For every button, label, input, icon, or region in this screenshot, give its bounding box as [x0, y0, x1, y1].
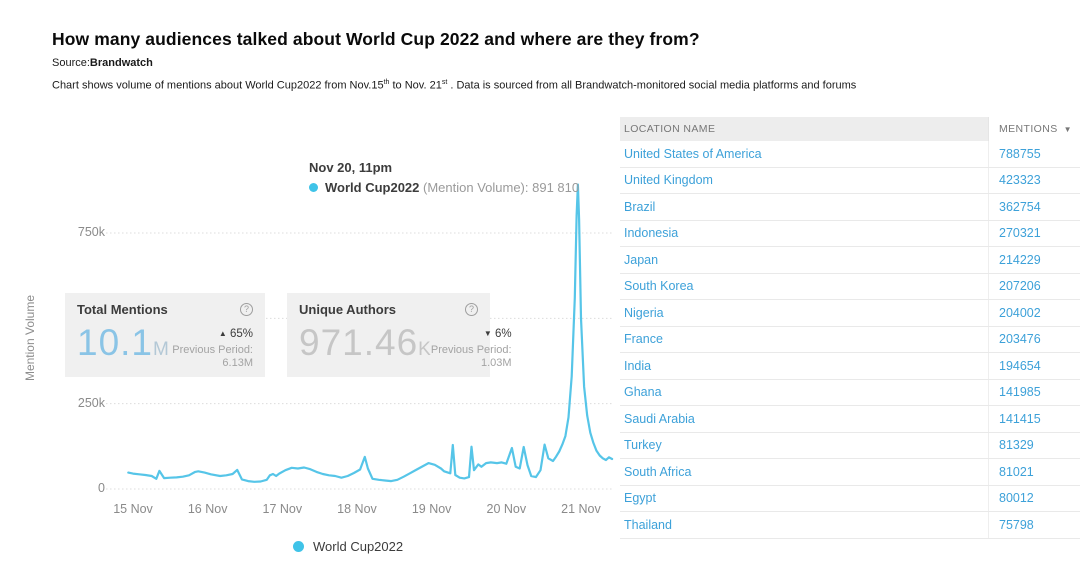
- location-link[interactable]: United Kingdom: [624, 173, 713, 188]
- chart-tooltip: Nov 20, 11pm World Cup2022 (Mention Volu…: [309, 160, 579, 195]
- legend-label: World Cup2022: [313, 539, 404, 554]
- y-axis-tick: 0: [98, 481, 105, 495]
- location-link[interactable]: Nigeria: [624, 305, 664, 320]
- table-row: United Kingdom 423323: [620, 167, 1080, 194]
- y-axis-tick: 250k: [77, 395, 105, 410]
- location-link[interactable]: Brazil: [624, 199, 656, 214]
- sort-desc-icon: ▼: [1063, 124, 1072, 134]
- y-axis-tick: 750k: [77, 225, 105, 239]
- previous-period: Previous Period: 1.03M: [430, 344, 512, 369]
- tooltip-date: Nov 20, 11pm: [309, 160, 393, 175]
- page-title: How many audiences talked about World Cu…: [52, 29, 700, 49]
- value-unit: K: [418, 339, 431, 360]
- trend-indicator: ▲ 65%: [218, 328, 253, 340]
- location-link[interactable]: Saudi Arabia: [624, 411, 695, 426]
- unique-authors-card: Unique Authors ? 971.46K ▼ 6% Previous P…: [287, 293, 512, 377]
- x-axis-tick: 19 Nov: [411, 502, 452, 516]
- mentions-value-link[interactable]: 81329: [988, 432, 1080, 458]
- source-value: Brandwatch: [89, 57, 153, 69]
- card-title: Total Mentions: [77, 302, 168, 317]
- column-header-location-name: LOCATION NAME: [620, 117, 988, 141]
- trend-down-icon: ▼: [483, 329, 492, 338]
- table-row: France 203476: [620, 326, 1080, 353]
- table-row: Turkey 81329: [620, 432, 1080, 459]
- location-link[interactable]: Thailand: [624, 517, 672, 532]
- table-row: Egypt 80012: [620, 485, 1080, 512]
- value-unit: M: [153, 339, 169, 360]
- total-mentions-card: Total Mentions ? 10.1M ▲ 65% Previous Pe…: [65, 293, 265, 377]
- mentions-value-link[interactable]: 80012: [988, 485, 1080, 511]
- table-row: South Korea 207206: [620, 273, 1080, 300]
- table-row: Thailand 75798: [620, 512, 1080, 539]
- x-axis-tick: 15 Nov: [113, 502, 153, 516]
- table-row: Saudi Arabia 141415: [620, 406, 1080, 433]
- total-mentions-value: 10.1M: [77, 322, 169, 363]
- location-link[interactable]: United States of America: [624, 146, 762, 161]
- series-dot-icon: [309, 183, 318, 192]
- table-row: South Africa 81021: [620, 459, 1080, 486]
- x-axis-tick: 21 Nov: [561, 502, 601, 516]
- location-link[interactable]: Indonesia: [624, 226, 679, 241]
- mentions-value-link[interactable]: 207206: [988, 273, 1080, 299]
- mentions-value-link[interactable]: 81021: [988, 459, 1080, 485]
- mentions-value-link[interactable]: 141415: [988, 406, 1080, 432]
- tooltip-metric-label: (Mention Volume):: [419, 180, 533, 195]
- table-row: India 194654: [620, 353, 1080, 380]
- trend-up-icon: ▲: [218, 329, 227, 338]
- card-title: Unique Authors: [299, 302, 397, 317]
- location-link[interactable]: Japan: [624, 252, 659, 267]
- mention-volume-line[interactable]: [127, 183, 614, 483]
- x-axis-tick: 17 Nov: [262, 502, 303, 516]
- tooltip-series-name: World Cup2022: [325, 180, 420, 195]
- location-link[interactable]: South Africa: [624, 464, 692, 479]
- mentions-value-link[interactable]: 203476: [988, 326, 1080, 352]
- legend-item-worldcup2022[interactable]: World Cup2022: [293, 539, 403, 554]
- x-axis-tick: 18 Nov: [337, 502, 377, 516]
- locations-table: LOCATION NAME MENTIONS ▼ United States of…: [620, 117, 1080, 539]
- table-body: United States of America 788755 United K…: [620, 141, 1080, 539]
- x-axis-tick: 20 Nov: [486, 502, 527, 516]
- mentions-value-link[interactable]: 75798: [988, 512, 1080, 538]
- table-row: Indonesia 270321: [620, 220, 1080, 247]
- trend-indicator: ▼ 6%: [483, 328, 512, 340]
- location-link[interactable]: Egypt: [624, 491, 656, 506]
- help-icon[interactable]: ?: [465, 303, 478, 316]
- mentions-value-link[interactable]: 204002: [988, 300, 1080, 326]
- location-link[interactable]: Turkey: [624, 438, 662, 453]
- x-axis-tick: 16 Nov: [187, 502, 228, 516]
- previous-period: Previous Period: 6.13M: [172, 344, 253, 369]
- unique-authors-value: 971.46K: [299, 322, 431, 363]
- mentions-value-link[interactable]: 423323: [988, 167, 1080, 193]
- mentions-value-link[interactable]: 270321: [988, 220, 1080, 246]
- mentions-value-link[interactable]: 362754: [988, 194, 1080, 220]
- column-header-mentions[interactable]: MENTIONS ▼: [988, 117, 1080, 141]
- location-link[interactable]: Ghana: [624, 385, 662, 400]
- chart-description: Chart shows volume of mentions about Wor…: [52, 79, 857, 92]
- legend-dot-icon: [293, 541, 304, 552]
- location-link[interactable]: India: [624, 358, 652, 373]
- table-row: Japan 214229: [620, 247, 1080, 274]
- table-row: Ghana 141985: [620, 379, 1080, 406]
- table-row: United States of America 788755: [620, 141, 1080, 168]
- tooltip-value: 891 810: [532, 180, 580, 195]
- mentions-value-link[interactable]: 788755: [988, 141, 1080, 167]
- mentions-value-link[interactable]: 214229: [988, 247, 1080, 273]
- mentions-value-link[interactable]: 141985: [988, 379, 1080, 405]
- source-line: Source:Brandwatch: [52, 57, 153, 69]
- table-row: Nigeria 204002: [620, 300, 1080, 327]
- location-link[interactable]: France: [624, 332, 663, 347]
- table-header-row: LOCATION NAME MENTIONS ▼: [620, 117, 1080, 141]
- mentions-value-link[interactable]: 194654: [988, 353, 1080, 379]
- location-link[interactable]: South Korea: [624, 279, 694, 294]
- table-row: Brazil 362754: [620, 194, 1080, 221]
- help-icon[interactable]: ?: [240, 303, 253, 316]
- source-label: Source:: [52, 57, 90, 69]
- y-axis-title: Mention Volume: [23, 294, 37, 382]
